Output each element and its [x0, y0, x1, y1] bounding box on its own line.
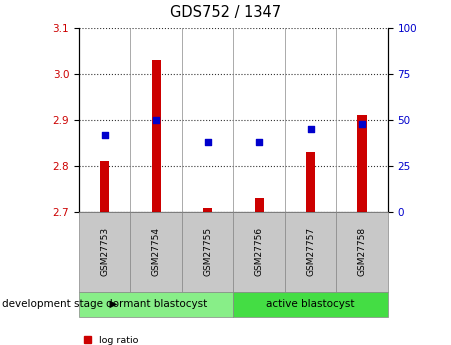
Bar: [152, 60, 161, 212]
Text: GSM27753: GSM27753: [100, 227, 109, 276]
Text: development stage  ▶: development stage ▶: [2, 299, 118, 309]
Legend: log ratio, percentile rank within the sample: log ratio, percentile rank within the sa…: [83, 336, 259, 345]
Point: [152, 117, 160, 122]
Bar: [306, 152, 315, 212]
Text: GDS752 / 1347: GDS752 / 1347: [170, 5, 281, 20]
Point: [359, 121, 366, 126]
Text: GSM27758: GSM27758: [358, 227, 367, 276]
Text: GSM27757: GSM27757: [306, 227, 315, 276]
Point: [307, 126, 314, 132]
Bar: [254, 198, 264, 212]
Point: [204, 139, 211, 145]
Text: GSM27754: GSM27754: [152, 227, 161, 276]
Point: [101, 132, 108, 137]
Text: active blastocyst: active blastocyst: [267, 299, 355, 309]
Bar: [203, 208, 212, 212]
Point: [256, 139, 263, 145]
Text: GSM27756: GSM27756: [255, 227, 264, 276]
Bar: [358, 115, 367, 212]
Text: dormant blastocyst: dormant blastocyst: [106, 299, 207, 309]
Bar: [100, 161, 109, 212]
Text: GSM27755: GSM27755: [203, 227, 212, 276]
